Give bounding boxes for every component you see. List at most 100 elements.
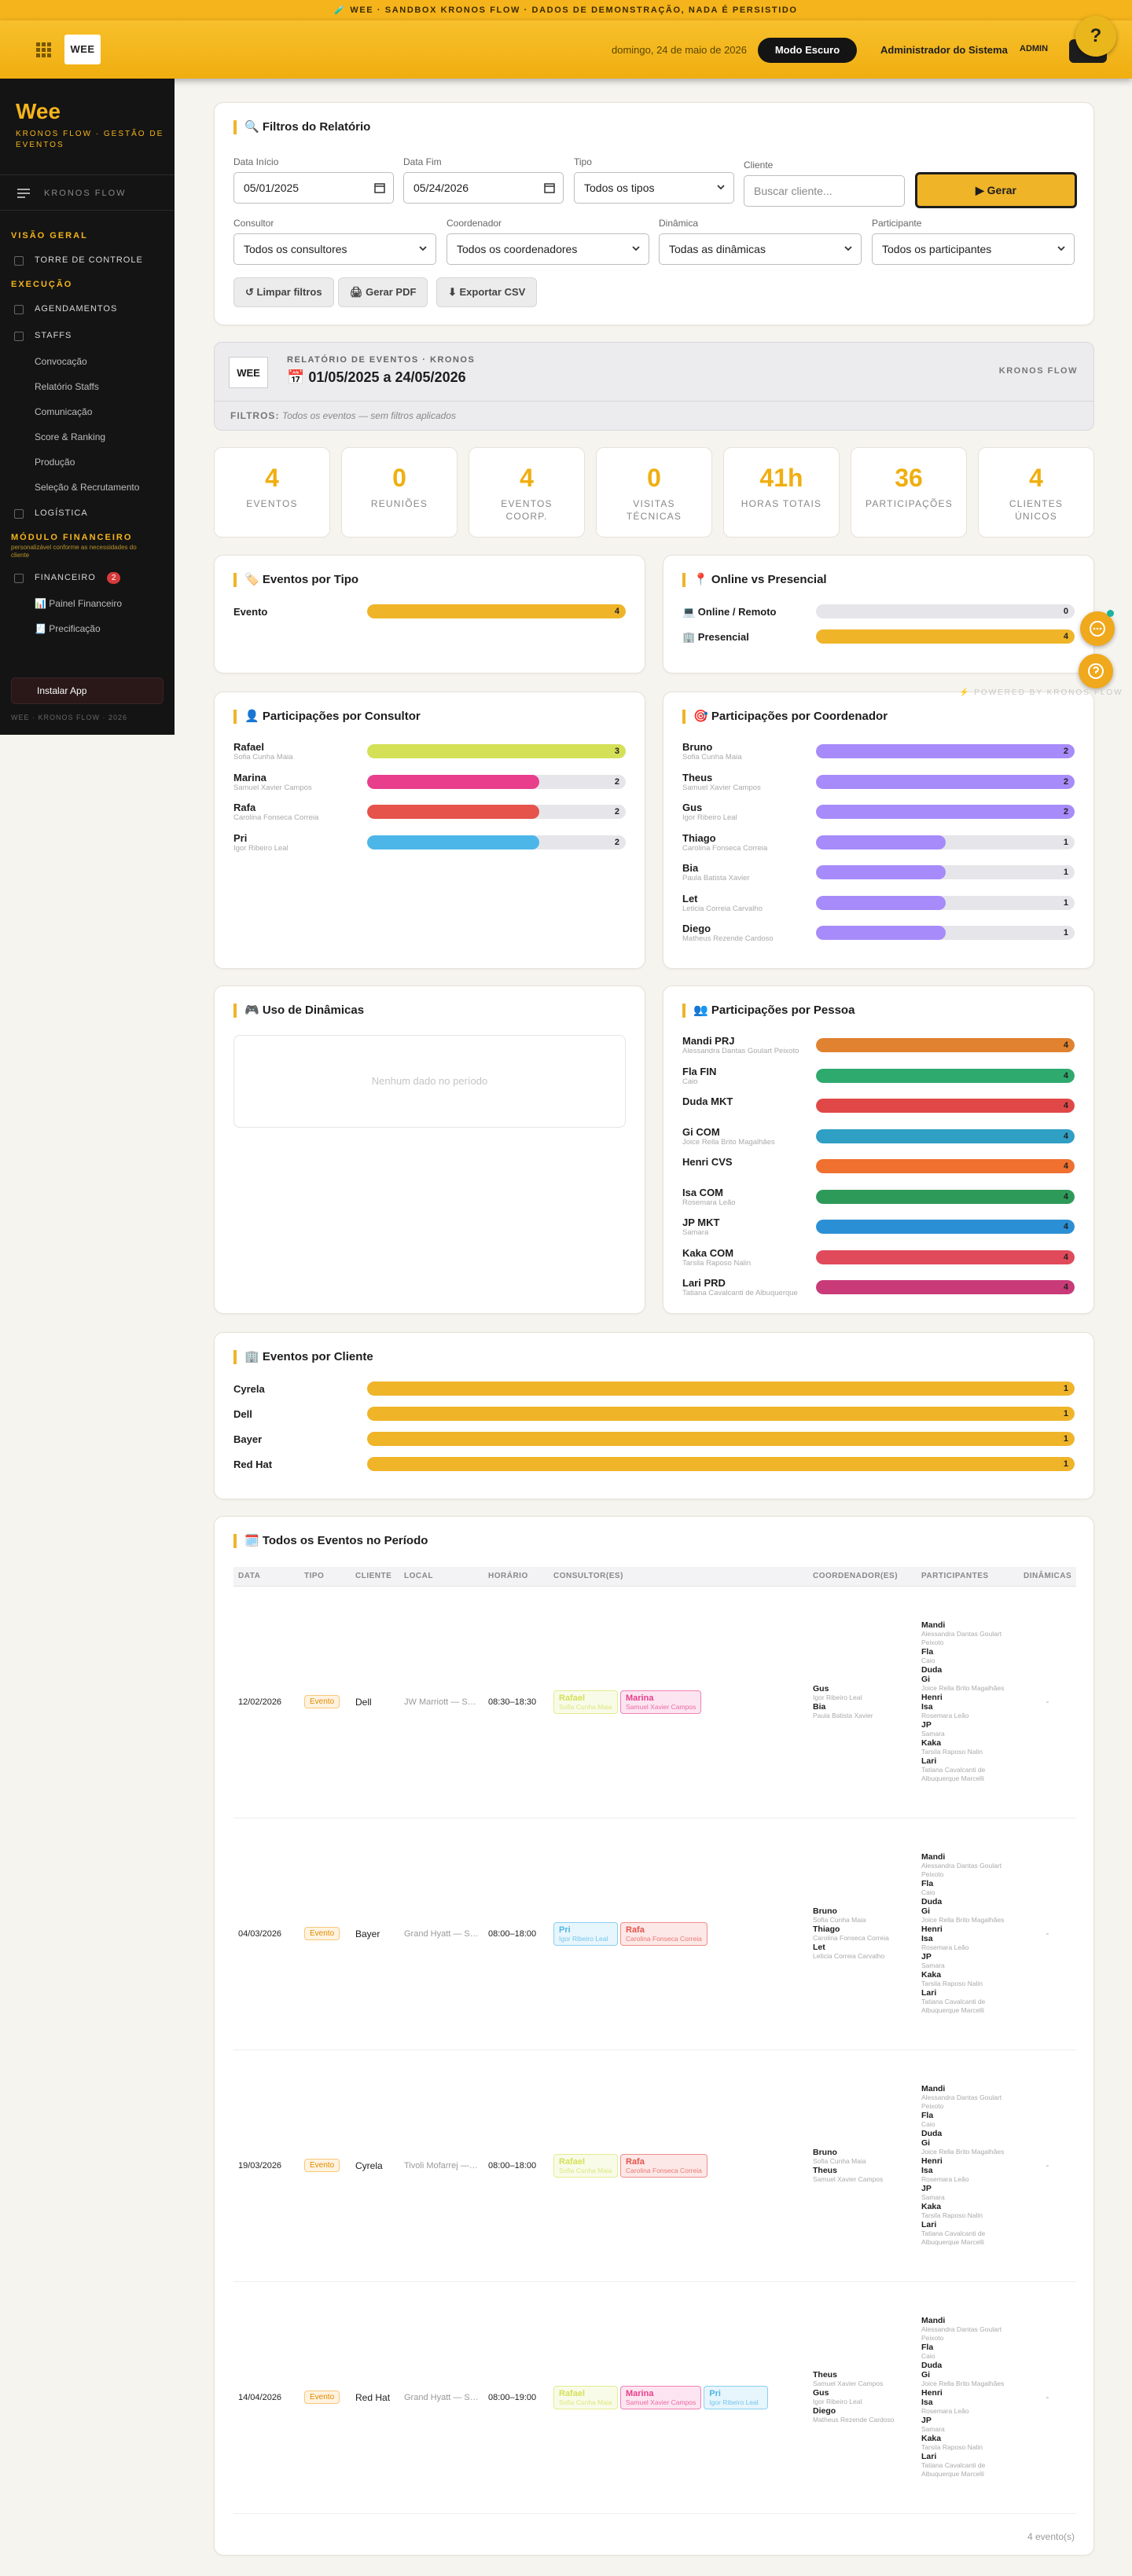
bar-track: 4	[816, 1220, 1075, 1234]
logo[interactable]: WEE	[64, 35, 101, 64]
person-full-name: Tatiana Cavalcanti de Albuquerque Marcel…	[921, 2461, 986, 2478]
category-subtitle: Sofia Cunha Maia	[233, 753, 293, 761]
generate-button[interactable]: ▶ Gerar	[915, 172, 1077, 208]
events-table-card: 🗓️ Todos os Eventos no Período DATA TIPO C…	[214, 1516, 1094, 2556]
nav-subitem[interactable]: 🧾 Precificação	[35, 623, 101, 634]
kpi-card: 0 VISITAS TÉCNICAS	[596, 447, 712, 538]
bar	[367, 805, 540, 819]
category-name: Red Hat	[233, 1459, 273, 1470]
apps-icon[interactable]	[36, 42, 52, 58]
kpi-label: EVENTOS COORP.	[501, 498, 553, 522]
person-name: Isa	[921, 1934, 933, 1943]
action-button[interactable]: ↺ Limpar filtros	[233, 277, 334, 307]
chat-button[interactable]	[1080, 611, 1115, 646]
filter-label: Dinâmica	[659, 218, 699, 229]
calendar-icon	[374, 183, 385, 193]
filter-label: Tipo	[574, 156, 592, 167]
filter-input[interactable]: Todos os tipos	[574, 172, 734, 204]
nav-item[interactable]: AGENDAMENTOS	[0, 295, 175, 322]
filters-label: FILTROS:	[230, 410, 280, 421]
report-period: 📅 01/05/2025 a 24/05/2026	[287, 369, 466, 385]
bar-track: 4	[816, 1038, 1075, 1052]
nav-label: AGENDAMENTOS	[35, 304, 118, 314]
person-full-name: Tarsila Raposo Nalin	[921, 2211, 983, 2219]
events-table: DATA TIPO CLIENTE LOCAL HORÁRIO CONSULTOR(ES)…	[233, 1567, 1076, 2514]
person-name: Duda	[921, 2361, 943, 2370]
help-button[interactable]: ?	[1075, 16, 1116, 57]
person-name: JP	[921, 1952, 932, 1961]
kpi-value: 0	[647, 464, 661, 492]
nav-item[interactable]: STAFFS	[0, 322, 175, 349]
category-name: Lari PRD	[682, 1277, 726, 1289]
bar-row: Rafa Carolina Fonseca Correia 2	[233, 802, 626, 832]
person-full-name: Tarsila Raposo Nalin	[921, 1748, 983, 1756]
filter-select[interactable]: Todas as dinâmicas	[659, 233, 862, 265]
action-button[interactable]: ⬇ Exportar CSV	[436, 277, 538, 307]
nav-subitem[interactable]: Convocação	[35, 356, 87, 367]
table-row: 04/03/2026 Evento Bayer Grand Hyatt — São… 0…	[233, 1818, 1076, 2050]
assist-button[interactable]	[1079, 654, 1113, 688]
client-cell: Red Hat	[351, 2281, 399, 2514]
column-header: DINÂMICAS	[1019, 1567, 1076, 1587]
menu-icon[interactable]	[17, 189, 30, 198]
consultant-name: Pri	[709, 2388, 721, 2398]
filter-input[interactable]: 05/01/2025	[233, 172, 394, 204]
bar	[816, 865, 946, 879]
person-name: Duda	[921, 1665, 943, 1675]
bar-track: 0	[816, 604, 1075, 618]
person-full-name: Paula Batista Xavier	[813, 1711, 873, 1719]
user-role: ADMIN	[1020, 44, 1049, 53]
category-name: Pri	[233, 831, 248, 844]
nav-subitem[interactable]: Produção	[35, 457, 75, 468]
filter-select[interactable]: Todos os consultores	[233, 233, 436, 265]
bar-row: Gus Igor Ribeiro Leal 2	[682, 802, 1075, 832]
person-name: Kaka	[921, 1970, 942, 1980]
card-title: 👤 Participações por Consultor	[233, 710, 421, 724]
nav-label: FINANCEIRO	[35, 573, 96, 582]
consultant-chip: Marina Samuel Xavier Campos	[620, 1690, 702, 1714]
action-button[interactable]: 🖨 Gerar PDF	[338, 277, 428, 307]
nav-subitem[interactable]: Seleção & Recrutamento	[35, 482, 140, 493]
chevron-icon	[717, 185, 725, 190]
filter-input[interactable]: 05/24/2026	[403, 172, 564, 204]
nav-subitem[interactable]: Relatório Staffs	[35, 381, 99, 392]
bar-track: 4	[816, 1159, 1075, 1173]
bar-label: Rafael Sofia Cunha Maia	[233, 741, 363, 762]
person-name: Let	[813, 1943, 825, 1952]
dark-mode-button[interactable]: Modo Escuro	[758, 38, 857, 63]
nav-subitem[interactable]: 📊 Painel Financeiro	[35, 598, 122, 609]
bar-value: 3	[614, 747, 619, 756]
person-name: Theus	[813, 2165, 837, 2175]
filter-select[interactable]: Todos os coordenadores	[447, 233, 649, 265]
bar-row: Pri Igor Ribeiro Leal 2	[233, 832, 626, 863]
bar	[367, 774, 540, 789]
table-header: DATA TIPO CLIENTE LOCAL HORÁRIO CONSULTOR(ES)…	[233, 1567, 1076, 1587]
divider	[215, 401, 1093, 402]
filter-label: Data Início	[233, 156, 279, 167]
kpi-label: PARTICIPAÇÕES	[866, 498, 953, 509]
select-text: Todos os consultores	[244, 243, 347, 255]
person-full-name: Samara	[921, 1730, 945, 1738]
nav-item[interactable]: TORRE DE CONTROLE	[0, 247, 175, 273]
type-cell: Evento	[300, 2281, 351, 2514]
nav-item[interactable]: FINANCEIRO 2	[0, 564, 175, 591]
bar-label: Dell	[233, 1408, 363, 1420]
bar-value: 4	[1063, 1282, 1068, 1292]
nav-subitem[interactable]: Comunicação	[35, 406, 93, 417]
bar-label: Gus Igor Ribeiro Leal	[682, 802, 812, 823]
nav-section: EXECUÇÃO	[11, 280, 73, 289]
install-button[interactable]: Instalar App	[11, 677, 164, 704]
nav-subitem[interactable]: Score & Ranking	[35, 431, 106, 442]
person-name: Henri	[921, 1925, 943, 1934]
bar	[816, 1249, 1075, 1264]
person-full-name: Alessandra Dantas Goulart Peixoto	[921, 2093, 1002, 2110]
consultant-full-name: Igor Ribeiro Leal	[559, 1934, 608, 1943]
menu-title[interactable]: KRONOS FLOW	[0, 174, 175, 211]
filter-input[interactable]: Buscar cliente...	[744, 175, 905, 207]
person-name: Diego	[813, 2406, 836, 2416]
filter-select[interactable]: Todos os participantes	[872, 233, 1075, 265]
participants-cell: Mandi Alessandra Dantas Goulart Peixoto Fl…	[917, 2049, 1019, 2282]
bar-row: Diego Matheus Rezende Cardoso 1	[682, 923, 1075, 953]
nav-item[interactable]: LOGÍSTICA	[0, 500, 175, 527]
location: Tivoli Mofarrej — S…	[404, 2160, 479, 2171]
